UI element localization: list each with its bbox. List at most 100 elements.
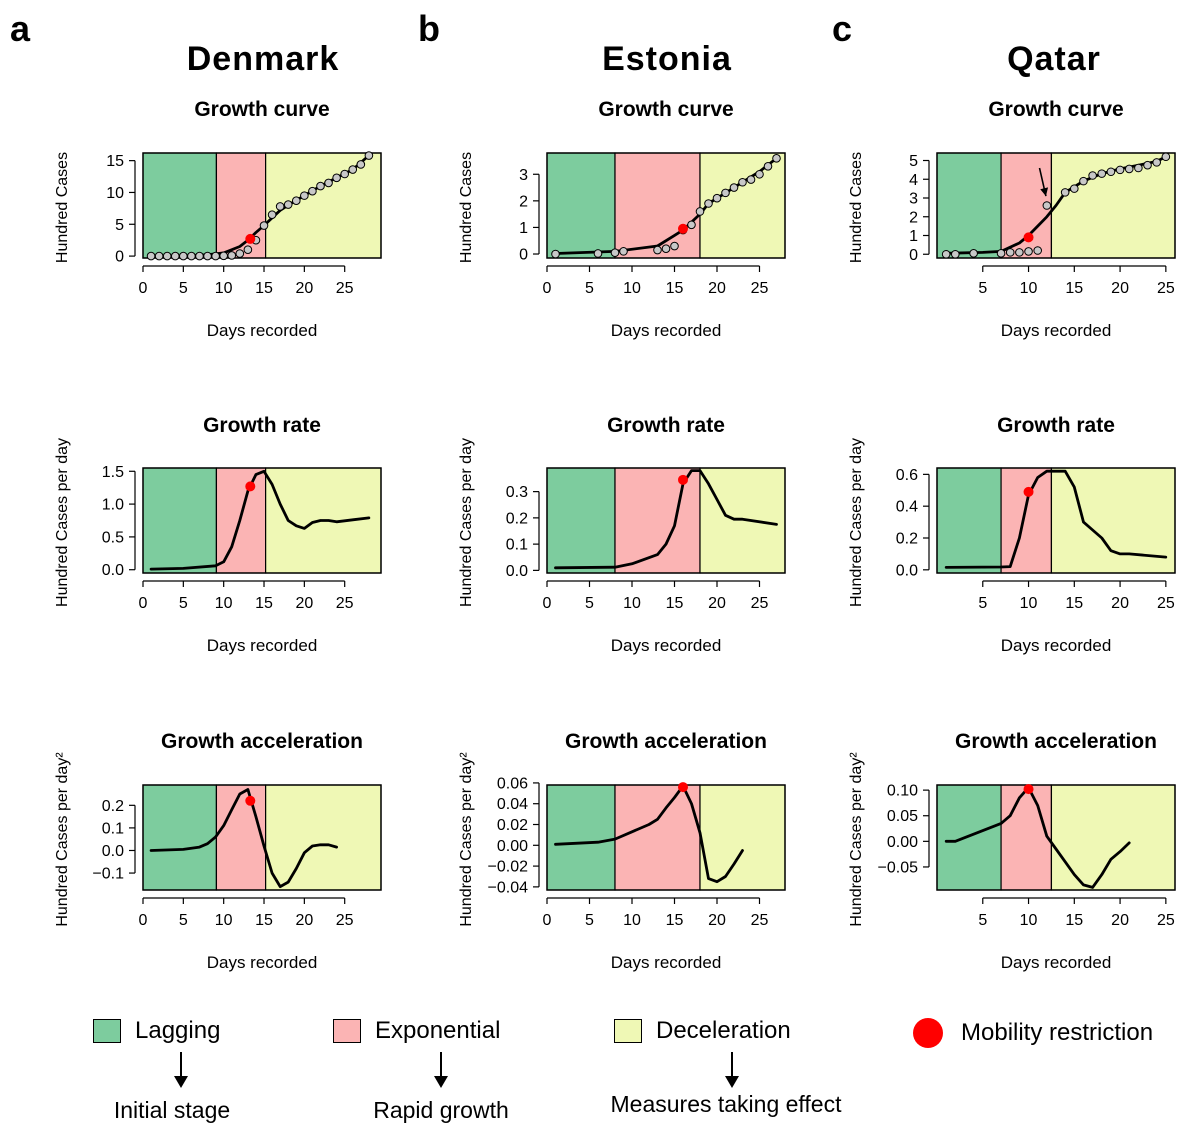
observed-point [291, 196, 301, 206]
phase-lagging [936, 467, 1002, 574]
chart-qatar-growth-rate: Growth rate 5 10 15 20 25 Days recorded 0.0 0.2 0… [848, 414, 1176, 655]
observed-point [187, 251, 196, 261]
plot-frame [936, 152, 1176, 259]
y-tick-label: 10 [106, 185, 124, 202]
x-tick-label: 10 [1020, 912, 1038, 929]
chart-title: Growth acceleration [955, 730, 1157, 753]
y-axis-label: Hundred Cases [54, 152, 71, 263]
y-tick-label: 0.5 [102, 529, 124, 546]
phase-deceleration [699, 784, 786, 891]
country-title-qatar: Qatar [1007, 40, 1101, 78]
x-tick-label: 20 [295, 280, 313, 297]
observed-point [308, 186, 317, 196]
chart-qatar-growth-acceleration: Growth acceleration 5 10 15 20 25 Days recorde… [848, 730, 1176, 972]
mobility-restriction-point [245, 233, 256, 244]
phase-lagging [546, 784, 616, 891]
observed-point [267, 210, 277, 220]
plot-frame [936, 784, 1176, 891]
deceleration-swatch [614, 1019, 642, 1043]
x-tick-label: 5 [179, 280, 188, 297]
y-tick-label: 1.0 [102, 497, 124, 514]
y-axis-label: Hundred Cases per day² [848, 752, 865, 927]
observed-point [195, 251, 204, 261]
x-tick-label: 20 [708, 912, 726, 929]
phase-exponential [614, 467, 701, 574]
legend-exponential: Exponential [333, 1017, 500, 1045]
x-axis-label: Days recorded [1001, 636, 1112, 655]
y-tick-label: 0.04 [497, 796, 528, 813]
observed-point [179, 251, 188, 261]
x-tick-label: 15 [1065, 912, 1083, 929]
x-tick-label: 25 [336, 595, 354, 612]
plot-frame [142, 152, 382, 259]
observed-point [1024, 247, 1033, 256]
observed-point [170, 251, 180, 261]
observed-point [1124, 164, 1134, 174]
y-tick-label: 1 [909, 228, 918, 245]
chart-title: Growth curve [988, 98, 1123, 121]
x-tick-label: 15 [666, 280, 684, 297]
x-tick-label: 20 [295, 912, 313, 929]
observed-point [969, 249, 978, 258]
x-tick-label: 20 [708, 280, 726, 297]
phase-lagging [142, 152, 218, 259]
observed-point [211, 251, 220, 261]
x-tick-label: 10 [215, 912, 233, 929]
phase-lagging [546, 152, 616, 259]
plot-frame [142, 784, 382, 891]
mobility-restriction-point [1023, 486, 1034, 497]
y-tick-label: 0.2 [102, 798, 124, 815]
mobility-restriction-point [1023, 232, 1034, 243]
observed-point [746, 175, 756, 184]
y-tick-label: 0.0 [896, 562, 918, 579]
country-title-denmark: Denmark [186, 40, 340, 78]
observed-point [340, 169, 349, 179]
phase-deceleration [265, 784, 382, 891]
deceleration-arrow-icon [725, 1052, 739, 1088]
phase-exponential [1000, 467, 1053, 574]
x-tick-label: 0 [139, 595, 148, 612]
observed-point [755, 169, 764, 179]
y-tick-label: 3 [519, 167, 528, 184]
chart-denmark-growth-curve: Growth curve 0 5 10 15 20 25 Days recorded 0 5 10 1… [54, 98, 382, 340]
y-axis-label: Hundred Cases [458, 152, 475, 263]
observed-point [300, 191, 309, 200]
y-tick-label: 5 [115, 217, 124, 234]
y-tick-label: 2 [909, 209, 918, 226]
x-tick-label: 15 [255, 912, 273, 929]
country-title-estonia: Estonia [602, 40, 732, 78]
y-tick-label: 0.0 [506, 563, 528, 580]
y-tick-label: 0.1 [102, 820, 124, 837]
y-tick-label: 0.00 [497, 838, 528, 855]
y-axis-label: Hundred Cases per day² [458, 752, 475, 927]
y-axis-label: Hundred Cases per day² [54, 752, 71, 927]
mobility-dot [913, 1018, 943, 1048]
chart-title: Growth curve [598, 98, 733, 121]
observed-point [551, 249, 560, 259]
x-tick-label: 0 [139, 912, 148, 929]
x-tick-label: 0 [543, 912, 552, 929]
observed-point [661, 244, 671, 253]
y-tick-label: 15 [106, 153, 124, 170]
observed-point [1115, 165, 1125, 175]
y-tick-label: 0.2 [506, 510, 528, 527]
legend-deceleration-label: Deceleration [656, 1017, 791, 1044]
x-tick-label: 25 [751, 280, 769, 297]
x-tick-label: 15 [666, 595, 684, 612]
y-tick-label: 3 [909, 191, 918, 208]
x-tick-label: 25 [1157, 280, 1175, 297]
observed-point [729, 183, 739, 192]
observed-point [1143, 160, 1152, 170]
x-tick-label: 5 [978, 595, 987, 612]
chart-denmark-growth-acceleration: Growth acceleration 0 5 10 15 20 25 Days record… [54, 730, 382, 972]
y-tick-label: 0.02 [497, 817, 528, 834]
chart-title: Growth acceleration [565, 730, 767, 753]
legend-exponential-desc: Rapid growth [373, 1097, 509, 1123]
y-tick-label: 0.00 [887, 834, 918, 851]
phase-exponential [614, 152, 701, 259]
chart-title: Growth acceleration [161, 730, 363, 753]
observed-point [1088, 171, 1097, 180]
chart-title: Growth rate [607, 414, 725, 437]
x-tick-label: 10 [623, 280, 641, 297]
